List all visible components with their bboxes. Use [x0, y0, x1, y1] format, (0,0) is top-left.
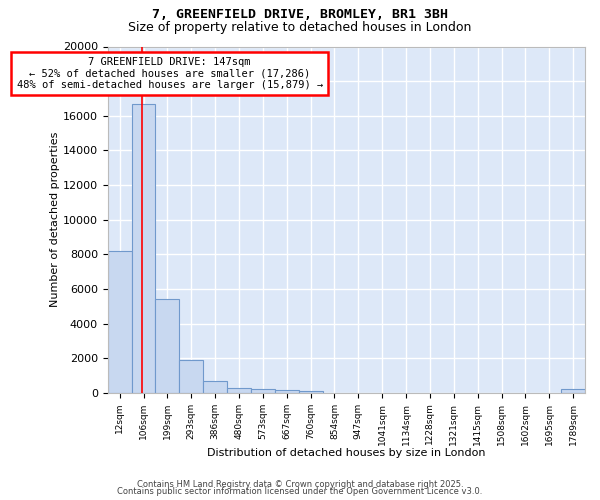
Bar — [107, 251, 131, 393]
Bar — [251, 389, 275, 393]
Text: Size of property relative to detached houses in London: Size of property relative to detached ho… — [128, 21, 472, 34]
Bar — [203, 381, 227, 393]
Bar — [275, 390, 299, 393]
Bar — [131, 104, 155, 393]
Text: Contains public sector information licensed under the Open Government Licence v3: Contains public sector information licen… — [118, 487, 482, 496]
Bar — [155, 300, 179, 393]
Bar — [299, 391, 323, 393]
Text: 7, GREENFIELD DRIVE, BROMLEY, BR1 3BH: 7, GREENFIELD DRIVE, BROMLEY, BR1 3BH — [152, 8, 448, 20]
Bar — [561, 390, 585, 393]
Text: Contains HM Land Registry data © Crown copyright and database right 2025.: Contains HM Land Registry data © Crown c… — [137, 480, 463, 489]
Text: 7 GREENFIELD DRIVE: 147sqm
← 52% of detached houses are smaller (17,286)
48% of : 7 GREENFIELD DRIVE: 147sqm ← 52% of deta… — [17, 57, 323, 90]
Bar — [227, 388, 251, 393]
X-axis label: Distribution of detached houses by size in London: Distribution of detached houses by size … — [207, 448, 485, 458]
Y-axis label: Number of detached properties: Number of detached properties — [50, 132, 60, 308]
Bar — [179, 360, 203, 393]
